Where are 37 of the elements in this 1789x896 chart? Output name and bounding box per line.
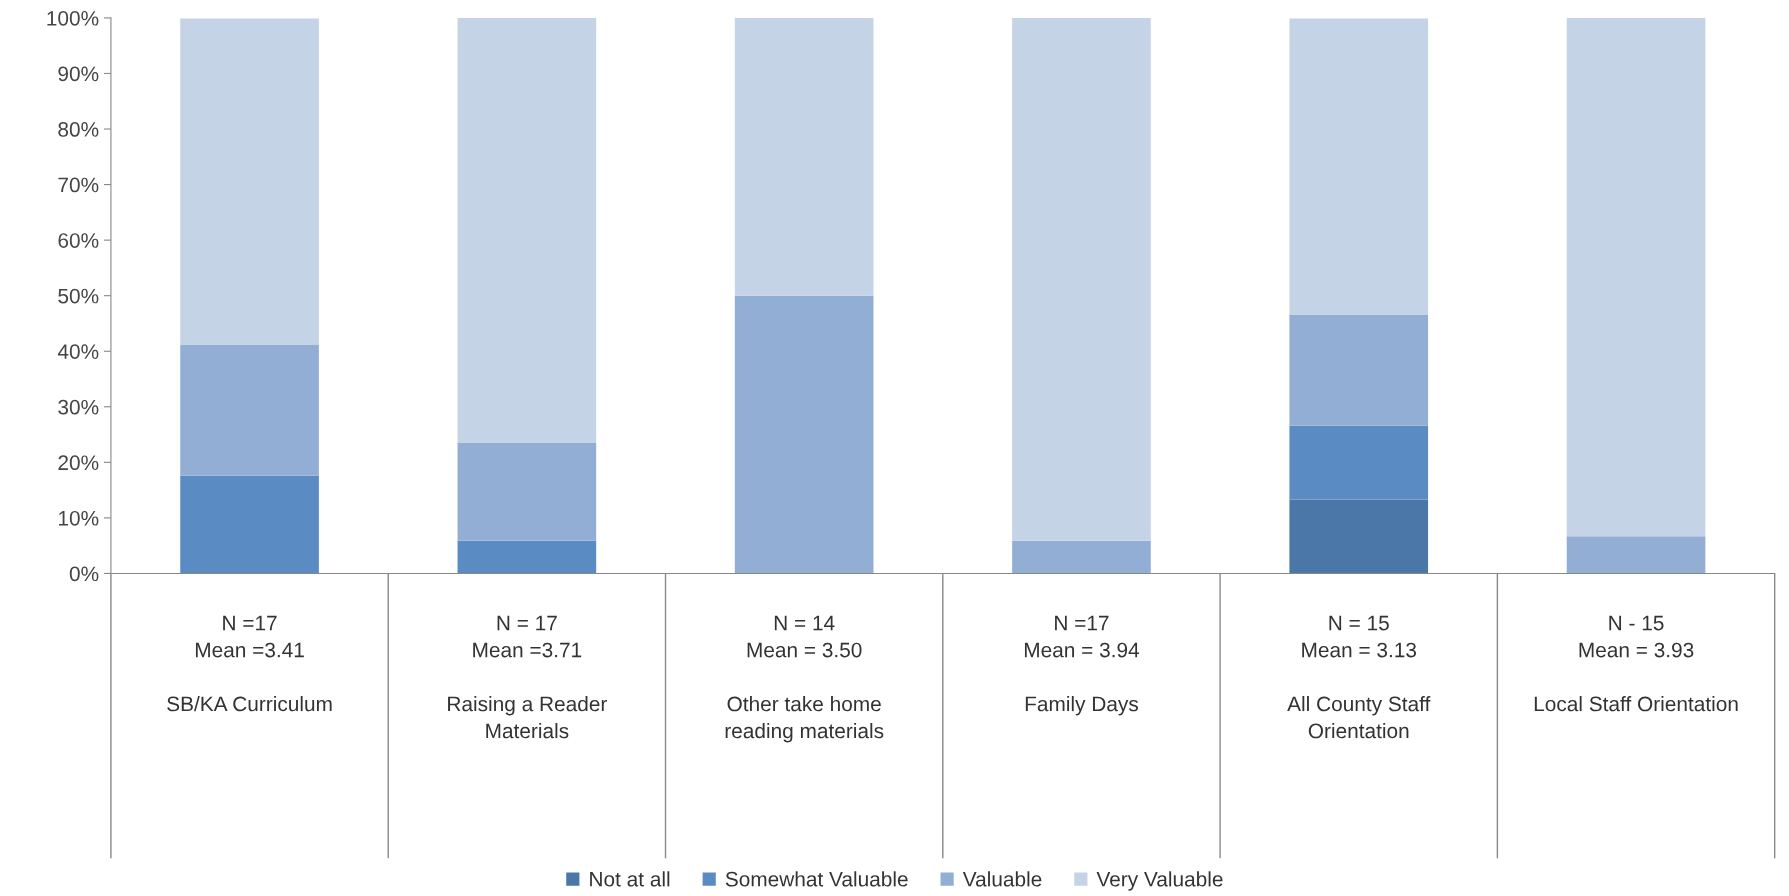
y-tick-label: 60%: [58, 233, 99, 248]
bar: [734, 17, 874, 296]
legend-label: Not at all: [590, 871, 670, 887]
y-tick-label: 100%: [47, 10, 99, 26]
category-label: N =17 Mean =3.41 SB/KA Curriculum: [167, 615, 332, 712]
y-tick-label: 30%: [58, 399, 99, 415]
bar: [180, 345, 319, 476]
y-tick-label: 80%: [58, 122, 99, 137]
y-tick-label: 70%: [58, 177, 99, 193]
legend-label: Somewhat Valuable: [725, 871, 908, 887]
bar: [1289, 18, 1429, 315]
bar: [1289, 425, 1429, 500]
bar: [1289, 499, 1429, 574]
bar: [1566, 536, 1706, 574]
bar: [1012, 540, 1151, 574]
bar: [1566, 17, 1706, 537]
legend-label: Valuable: [962, 871, 1042, 887]
category-label: N - 15 Mean = 3.93 Local Staff Orientation: [1534, 615, 1738, 712]
bar: [1012, 17, 1151, 541]
category-label: N = 15 Mean = 3.13 All County Staff Orientation: [1287, 615, 1431, 739]
y-tick-label: 40%: [57, 344, 99, 359]
legend-label: Very Valuable: [1096, 871, 1223, 891]
bar: [180, 475, 319, 574]
bar: [1289, 314, 1429, 426]
bar: [457, 540, 597, 574]
category-label: N = 17 Mean =3.71 Raising a Reader Materials: [448, 615, 607, 739]
bar: [734, 295, 874, 574]
y-tick-label: 50%: [58, 288, 99, 304]
bar: [180, 18, 319, 346]
y-tick-label: 20%: [58, 455, 99, 471]
bar: [457, 17, 597, 443]
y-tick-label: 10%: [59, 510, 99, 526]
category-label: N =17 Mean = 3.94 Family Days: [1024, 615, 1140, 716]
y-tick-label: 90%: [58, 66, 99, 82]
category-label: N = 14 Mean = 3.50 Other take home reading materials: [725, 615, 884, 743]
y-tick-label: 0%: [69, 566, 99, 582]
bar: [457, 442, 597, 541]
